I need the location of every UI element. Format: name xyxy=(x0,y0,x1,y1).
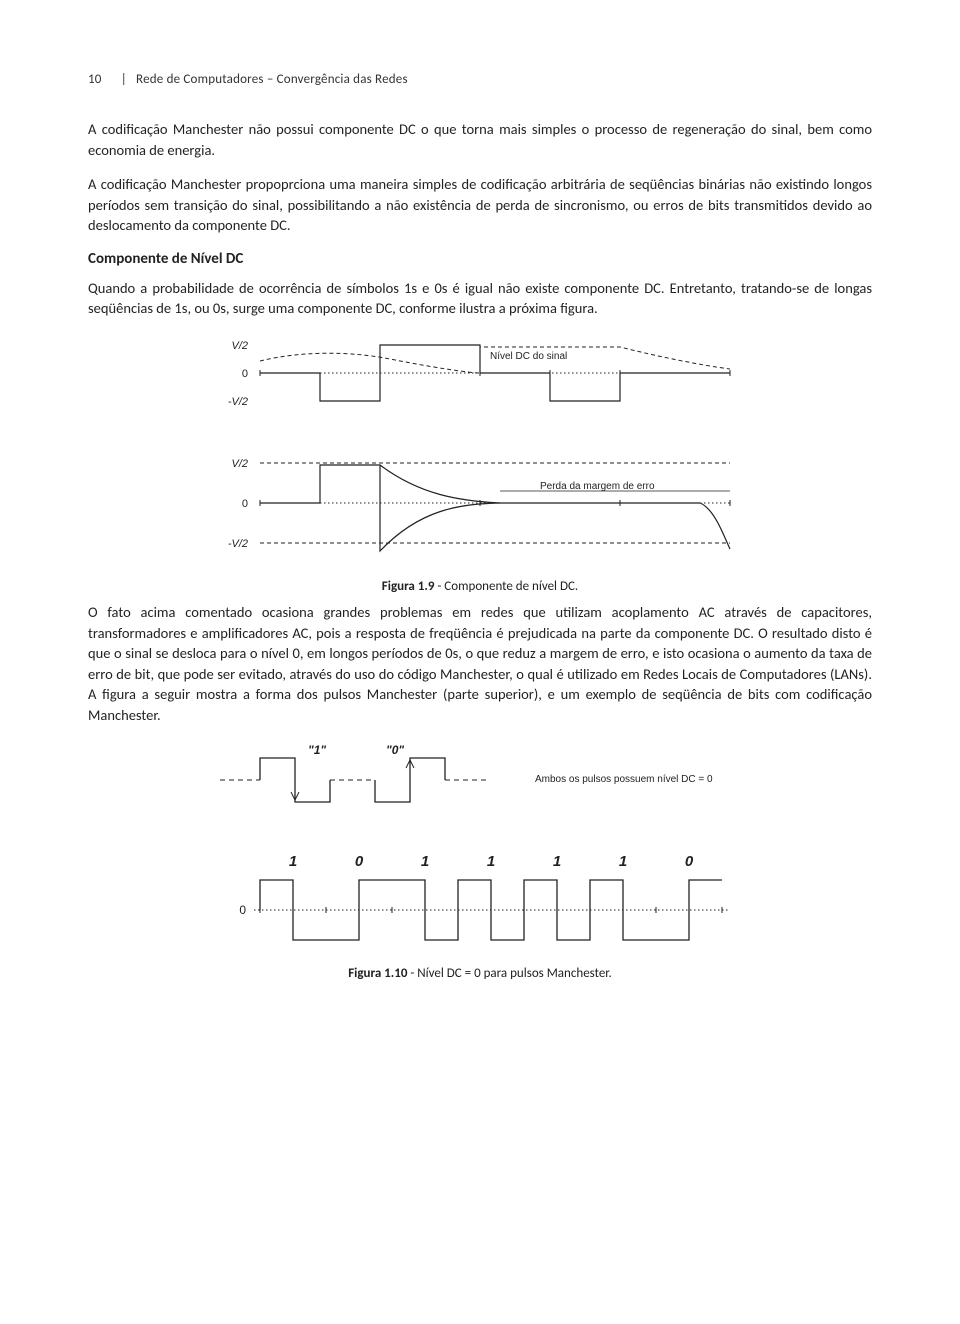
figure-1-9-caption-rest: - Componente de nível DC. xyxy=(434,579,578,594)
figure-1-9-caption: Figura 1.9 - Componente de nível DC. xyxy=(88,579,872,594)
figure-1-9-label: Figura 1.9 xyxy=(382,579,435,594)
paragraph-4: O fato acima comentado ocasiona grandes … xyxy=(88,602,872,725)
svg-text:1: 1 xyxy=(421,853,429,870)
svg-text:0: 0 xyxy=(685,853,694,870)
figure-1-9-svg: V/2 0 -V/2 Nível DC do sinal V/2 0 -V/2 Perda d… xyxy=(220,333,740,573)
svg-text:V/2: V/2 xyxy=(231,458,248,470)
figure-1-10-svg: "1" "0" Ambos os pulsos possuem nível DC =… xyxy=(200,740,760,960)
heading-componente: Componente de Nível DC xyxy=(88,250,872,268)
svg-text:-V/2: -V/2 xyxy=(228,396,248,408)
svg-text:"1": "1" xyxy=(308,743,326,757)
chapter-title: Convergência das Redes xyxy=(277,72,408,87)
figure-1-9: V/2 0 -V/2 Nível DC do sinal V/2 0 -V/2 Perda d… xyxy=(88,333,872,594)
svg-text:-V/2: -V/2 xyxy=(228,538,248,550)
book-title: Rede de Computadores xyxy=(136,72,264,87)
page: 10 | Rede de Computadores – Convergência… xyxy=(0,0,960,1324)
figure-1-10-caption-rest: - Nível DC = 0 para pulsos Manchester. xyxy=(407,966,611,981)
header-sep-1: | xyxy=(121,72,127,87)
svg-text:0: 0 xyxy=(355,853,364,870)
svg-text:Nível DC do sinal: Nível DC do sinal xyxy=(490,351,567,362)
svg-text:1: 1 xyxy=(487,853,495,870)
paragraph-1: A codificação Manchester não possui comp… xyxy=(88,119,872,160)
svg-text:Ambos os pulsos possuem nível: Ambos os pulsos possuem nível DC = 0 xyxy=(535,774,713,785)
svg-text:0: 0 xyxy=(242,368,248,380)
figure-1-10: "1" "0" Ambos os pulsos possuem nível DC =… xyxy=(88,740,872,981)
figure-1-10-label: Figura 1.10 xyxy=(348,966,407,981)
svg-text:1: 1 xyxy=(553,853,561,870)
running-header: 10 | Rede de Computadores – Convergência… xyxy=(88,72,872,87)
paragraph-3: Quando a probabilidade de ocorrência de … xyxy=(88,278,872,319)
page-number: 10 xyxy=(88,72,102,87)
svg-text:"0": "0" xyxy=(386,743,404,757)
paragraph-2: A codificação Manchester propoprciona um… xyxy=(88,174,872,236)
svg-text:0: 0 xyxy=(242,498,248,510)
header-dash: – xyxy=(267,72,277,87)
svg-text:1: 1 xyxy=(619,853,627,870)
svg-text:1: 1 xyxy=(289,853,297,870)
svg-text:V/2: V/2 xyxy=(231,340,248,352)
svg-text:Perda da margem de erro: Perda da margem de erro xyxy=(540,481,655,492)
svg-text:0: 0 xyxy=(239,903,246,917)
figure-1-10-caption: Figura 1.10 - Nível DC = 0 para pulsos M… xyxy=(88,966,872,981)
